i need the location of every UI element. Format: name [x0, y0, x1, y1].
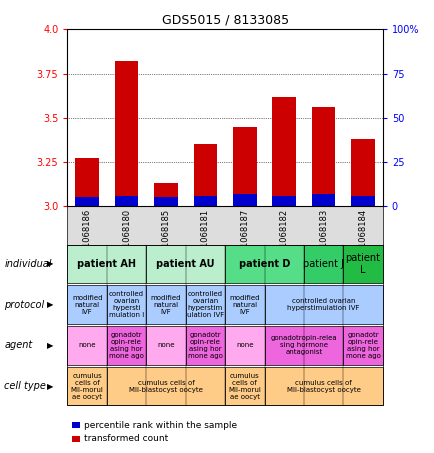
- Title: GDS5015 / 8133085: GDS5015 / 8133085: [161, 14, 288, 27]
- Bar: [193, 196, 217, 206]
- Text: transformed count: transformed count: [84, 434, 168, 443]
- Text: controlled
ovarian
hyperstim
ulation IVF: controlled ovarian hyperstim ulation IVF: [186, 291, 224, 318]
- Text: none: none: [78, 342, 95, 348]
- Text: percentile rank within the sample: percentile rank within the sample: [84, 421, 237, 430]
- Bar: [75, 198, 99, 206]
- Text: gonadotr
opin-rele
asing hor
mone ago: gonadotr opin-rele asing hor mone ago: [345, 332, 380, 359]
- Text: ▶: ▶: [47, 341, 53, 350]
- Text: modified
natural
IVF: modified natural IVF: [72, 294, 102, 315]
- Text: gonadotr
opin-rele
asing hor
mone ago: gonadotr opin-rele asing hor mone ago: [187, 332, 222, 359]
- Text: patient J: patient J: [302, 259, 343, 269]
- Text: ▶: ▶: [47, 300, 53, 309]
- Text: controlled ovarian
hyperstimulation IVF: controlled ovarian hyperstimulation IVF: [287, 298, 359, 311]
- Text: cumulus
cells of
MII-morul
ae oocyt: cumulus cells of MII-morul ae oocyt: [228, 373, 261, 400]
- Text: cumulus cells of
MII-blastocyst oocyte: cumulus cells of MII-blastocyst oocyte: [129, 380, 202, 393]
- Text: cumulus
cells of
MII-morul
ae oocyt: cumulus cells of MII-morul ae oocyt: [71, 373, 103, 400]
- Text: individual: individual: [4, 259, 52, 269]
- Text: controlled
ovarian
hypersti
mulation I: controlled ovarian hypersti mulation I: [108, 291, 144, 318]
- Bar: [351, 139, 374, 206]
- Bar: [311, 107, 335, 206]
- Bar: [351, 196, 374, 206]
- Bar: [272, 196, 296, 206]
- Text: none: none: [236, 342, 253, 348]
- Bar: [311, 194, 335, 206]
- Bar: [154, 198, 178, 206]
- Text: patient
L: patient L: [345, 253, 380, 275]
- Bar: [233, 126, 256, 206]
- Bar: [233, 194, 256, 206]
- Text: patient AH: patient AH: [77, 259, 136, 269]
- Bar: [115, 196, 138, 206]
- Text: cumulus cells of
MII-blastocyst oocyte: cumulus cells of MII-blastocyst oocyte: [286, 380, 360, 393]
- Text: gonadotr
opin-rele
asing hor
mone ago: gonadotr opin-rele asing hor mone ago: [109, 332, 144, 359]
- Text: ▶: ▶: [47, 260, 53, 268]
- Text: agent: agent: [4, 340, 33, 351]
- Text: modified
natural
IVF: modified natural IVF: [229, 294, 260, 315]
- Bar: [193, 144, 217, 206]
- Text: protocol: protocol: [4, 299, 45, 310]
- Text: gonadotropin-relea
sing hormone
antagonist: gonadotropin-relea sing hormone antagoni…: [270, 335, 336, 356]
- Bar: [115, 61, 138, 206]
- Text: cell type: cell type: [4, 381, 46, 391]
- Text: patient D: patient D: [238, 259, 289, 269]
- Bar: [272, 96, 296, 206]
- Text: ▶: ▶: [47, 382, 53, 390]
- Text: patient AU: patient AU: [156, 259, 214, 269]
- Text: none: none: [157, 342, 174, 348]
- Bar: [75, 159, 99, 206]
- Bar: [154, 183, 178, 206]
- Text: modified
natural
IVF: modified natural IVF: [151, 294, 181, 315]
